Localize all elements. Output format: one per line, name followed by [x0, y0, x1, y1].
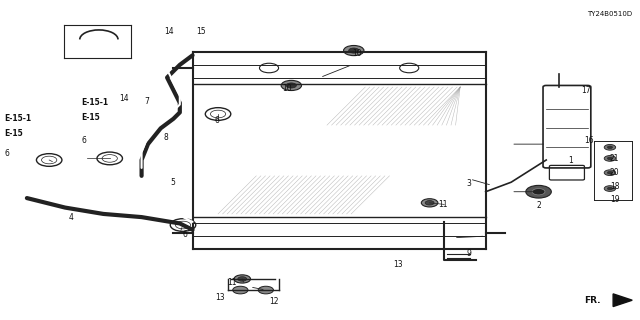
Circle shape: [344, 45, 364, 56]
Text: 20: 20: [610, 168, 620, 177]
Text: 5: 5: [170, 178, 175, 187]
Text: 17: 17: [581, 86, 591, 95]
Circle shape: [281, 80, 301, 91]
Text: 15: 15: [196, 27, 205, 36]
Text: 18: 18: [610, 182, 620, 191]
Text: 12: 12: [269, 297, 278, 306]
Text: 14: 14: [119, 94, 129, 103]
Circle shape: [607, 146, 612, 148]
Text: 6: 6: [183, 230, 188, 239]
Text: 19: 19: [610, 195, 620, 204]
Circle shape: [234, 275, 250, 283]
Circle shape: [233, 286, 248, 294]
Text: FR.: FR.: [584, 296, 601, 305]
Circle shape: [604, 170, 616, 176]
Text: E-15-1: E-15-1: [81, 99, 108, 108]
Text: 8: 8: [164, 133, 168, 142]
Circle shape: [526, 185, 551, 198]
Polygon shape: [613, 294, 632, 307]
Text: 6: 6: [4, 149, 10, 158]
Text: 14: 14: [164, 27, 173, 36]
Circle shape: [607, 172, 612, 174]
Text: 11: 11: [438, 200, 447, 209]
Text: TY24B0510D: TY24B0510D: [587, 11, 632, 17]
Circle shape: [425, 201, 434, 205]
Text: 6: 6: [215, 116, 220, 125]
Circle shape: [604, 144, 616, 150]
Text: 7: 7: [145, 97, 150, 106]
Circle shape: [286, 83, 296, 88]
Text: 6: 6: [81, 136, 86, 146]
Text: 3: 3: [467, 179, 472, 188]
Circle shape: [421, 199, 438, 207]
Text: E-15: E-15: [81, 113, 100, 122]
Text: 9: 9: [467, 249, 472, 258]
Circle shape: [349, 48, 359, 53]
Text: 13: 13: [215, 293, 225, 302]
Circle shape: [607, 187, 612, 190]
Circle shape: [604, 156, 616, 161]
Text: E-15: E-15: [4, 129, 23, 138]
Text: 13: 13: [394, 260, 403, 269]
Text: 11: 11: [228, 278, 237, 287]
Text: E-15-1: E-15-1: [4, 114, 32, 123]
Text: 1: 1: [568, 156, 573, 164]
Text: 10: 10: [352, 49, 362, 58]
Text: 10: 10: [282, 84, 291, 93]
Text: 21: 21: [610, 154, 620, 163]
Circle shape: [532, 188, 545, 195]
Text: 4: 4: [68, 212, 73, 222]
Circle shape: [258, 286, 273, 294]
Circle shape: [607, 157, 612, 160]
Circle shape: [238, 277, 246, 281]
Text: 2: 2: [537, 202, 541, 211]
Text: 16: 16: [584, 136, 594, 146]
Circle shape: [604, 186, 616, 191]
